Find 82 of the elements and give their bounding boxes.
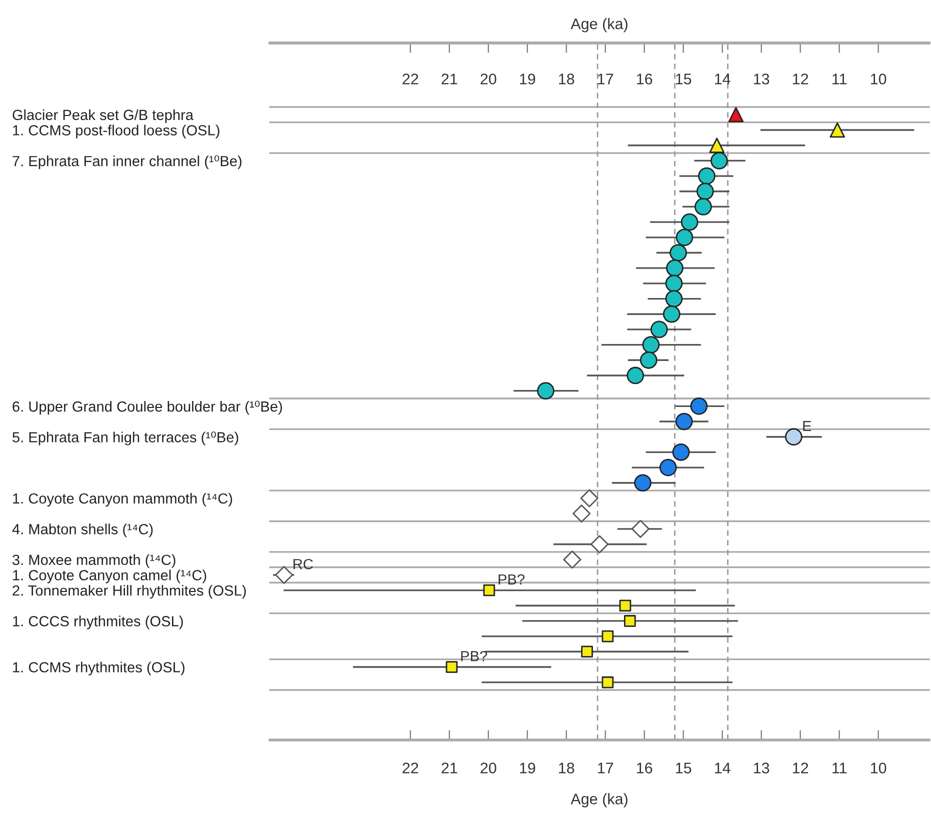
x-tick-label: 10 bbox=[870, 74, 886, 84]
point bbox=[676, 228, 694, 246]
x2-tick-label: 14 bbox=[715, 762, 730, 774]
x2-tick-label: 19 bbox=[520, 762, 536, 774]
x-tick-label: 22 bbox=[402, 74, 418, 84]
x2-tick-label: 11 bbox=[832, 762, 846, 774]
x-tick-label: 14 bbox=[715, 74, 730, 84]
x-tick-label: 17 bbox=[598, 74, 614, 84]
x-tick-label: 11 bbox=[832, 74, 846, 84]
point bbox=[602, 676, 614, 688]
point bbox=[624, 615, 636, 627]
point bbox=[537, 382, 554, 400]
x-tick-label: 18 bbox=[559, 74, 574, 84]
point bbox=[696, 182, 714, 200]
point bbox=[830, 122, 846, 138]
y-tick-label: Glacier Peak set G/B tephra bbox=[12, 109, 194, 123]
point bbox=[690, 397, 708, 415]
point bbox=[665, 274, 683, 292]
point bbox=[446, 661, 458, 673]
x-tick-label: 12 bbox=[792, 74, 808, 84]
point bbox=[672, 444, 690, 461]
x-tick-label: 15 bbox=[676, 74, 692, 84]
point bbox=[563, 550, 582, 569]
point bbox=[728, 107, 744, 122]
point bbox=[572, 504, 591, 523]
point bbox=[662, 305, 680, 323]
x2-tick-label: 17 bbox=[598, 762, 614, 774]
x-axis-title: Age (ka) bbox=[570, 18, 628, 32]
point bbox=[680, 213, 698, 231]
point bbox=[710, 152, 728, 170]
x2-tick-label: 12 bbox=[792, 762, 808, 774]
x2-tick-label: 18 bbox=[559, 762, 574, 774]
x2-axis-title: Age (ka) bbox=[570, 793, 628, 808]
y-tick-label: 2. Tonnemaker Hill rhythmites (OSL) bbox=[12, 584, 246, 599]
y-tick-label: 4. Mabton shells (¹⁴C) bbox=[12, 524, 153, 538]
y-tick-label: 5. Ephrata Fan high terraces (¹⁰Be) bbox=[12, 431, 238, 446]
y-tick-label: 1. Coyote Canyon mammoth (¹⁴C) bbox=[13, 492, 232, 507]
point bbox=[642, 336, 660, 354]
x-tick-label: 20 bbox=[480, 74, 496, 84]
point bbox=[580, 489, 598, 508]
point bbox=[709, 138, 725, 153]
point bbox=[602, 630, 614, 642]
point bbox=[785, 428, 802, 446]
y-tick-label: 3. Moxee mammoth (¹⁴C) bbox=[12, 554, 176, 568]
point bbox=[634, 474, 652, 492]
x2-tick-label: 13 bbox=[754, 762, 770, 774]
point bbox=[670, 244, 687, 262]
y-tick-label: 1. CCMS rhythmites (OSL) bbox=[13, 662, 184, 676]
x-tick-label: 13 bbox=[754, 74, 770, 84]
x2-tick-label: 16 bbox=[637, 762, 652, 774]
point bbox=[626, 366, 644, 384]
x2-tick-label: 21 bbox=[442, 762, 458, 774]
y-tick-label: 7. Ephrata Fan inner channel (¹⁰Be) bbox=[12, 155, 242, 170]
x2-tick-label: 10 bbox=[870, 762, 886, 774]
annotation: RC bbox=[294, 558, 313, 570]
point bbox=[631, 520, 650, 538]
point bbox=[694, 198, 712, 216]
annotation: E bbox=[803, 421, 812, 432]
point bbox=[619, 600, 632, 612]
x-tick-label: 19 bbox=[520, 74, 536, 84]
point bbox=[698, 167, 716, 185]
x-tick-label: 16 bbox=[637, 74, 652, 84]
point bbox=[483, 584, 496, 596]
point bbox=[640, 351, 658, 369]
annotation: PB? bbox=[498, 574, 525, 584]
x2-tick-label: 22 bbox=[402, 762, 418, 774]
x-tick-label: 21 bbox=[442, 74, 458, 84]
y-tick-label: 1. CCCS rhythmites (OSL) bbox=[13, 616, 183, 630]
y-tick-label: 1. CCMS post-flood loess (OSL) bbox=[13, 124, 220, 138]
y-tick-label: 1. Coyote Canyon camel (¹⁴C) bbox=[13, 570, 206, 584]
point bbox=[659, 458, 677, 476]
x2-tick-label: 15 bbox=[676, 762, 692, 774]
x2-tick-label: 20 bbox=[480, 762, 496, 774]
point bbox=[675, 412, 693, 430]
point bbox=[581, 646, 593, 658]
point bbox=[665, 290, 683, 308]
point bbox=[274, 566, 294, 584]
y-tick-label: 6. Upper Grand Coulee boulder bar (¹⁰Be) bbox=[12, 400, 282, 415]
point bbox=[666, 259, 684, 277]
annotation: PB? bbox=[461, 651, 488, 662]
point bbox=[650, 320, 668, 338]
point bbox=[590, 535, 609, 554]
